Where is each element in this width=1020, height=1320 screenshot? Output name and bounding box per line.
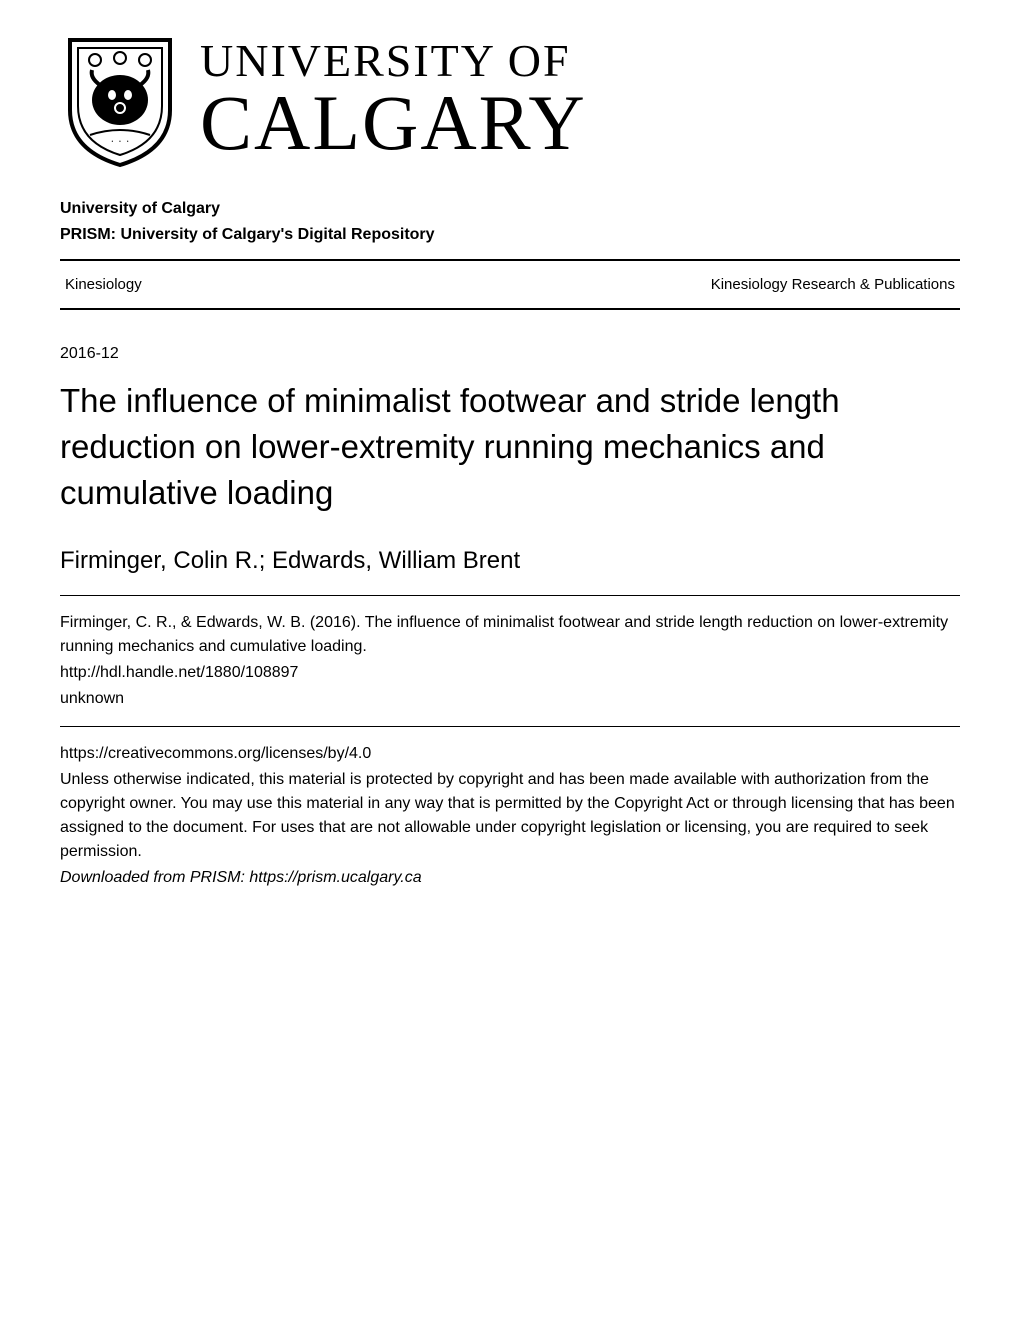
divider — [60, 726, 960, 727]
svg-text:᛫ ᛫ ᛫: ᛫ ᛫ ᛫ — [110, 137, 131, 147]
downloaded-from: Downloaded from PRISM: https://prism.uca… — [60, 866, 960, 890]
publisher: unknown — [60, 687, 960, 711]
license-text: Unless otherwise indicated, this materia… — [60, 768, 960, 864]
department-label: Kinesiology — [65, 276, 142, 293]
handle-url: http://hdl.handle.net/1880/108897 — [60, 661, 960, 685]
publication-date: 2016-12 — [60, 345, 960, 363]
university-crest-icon: ᛫ ᛫ ᛫ — [60, 30, 180, 170]
divider — [60, 259, 960, 261]
metadata-row: Kinesiology Kinesiology Research & Publi… — [60, 276, 960, 293]
institution-name: University of Calgary — [60, 200, 960, 218]
calgary-text: CALGARY — [200, 84, 587, 162]
divider — [60, 308, 960, 310]
university-of-text: UNIVERSITY OF — [200, 38, 587, 84]
citation-block: Firminger, C. R., & Edwards, W. B. (2016… — [60, 611, 960, 711]
publication-title: The influence of minimalist footwear and… — [60, 378, 960, 517]
license-url: https://creativecommons.org/licenses/by/… — [60, 742, 960, 766]
citation-text: Firminger, C. R., & Edwards, W. B. (2016… — [60, 611, 960, 659]
university-logo: ᛫ ᛫ ᛫ UNIVERSITY OF CALGARY — [60, 30, 960, 170]
repository-name: PRISM: University of Calgary's Digital R… — [60, 226, 960, 244]
authors: Firminger, Colin R.; Edwards, William Br… — [60, 547, 960, 575]
license-block: https://creativecommons.org/licenses/by/… — [60, 742, 960, 890]
divider — [60, 595, 960, 596]
institution-block: University of Calgary PRISM: University … — [60, 200, 960, 244]
university-wordmark: UNIVERSITY OF CALGARY — [200, 38, 587, 162]
collection-label: Kinesiology Research & Publications — [711, 276, 955, 293]
